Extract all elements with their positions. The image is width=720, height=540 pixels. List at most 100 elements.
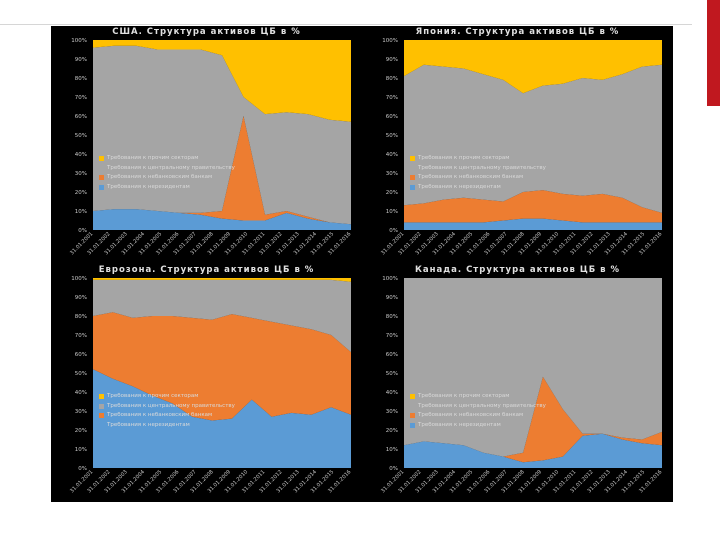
usa-legend-item: Требования к небанковским банкам [99,173,235,183]
usa-legend-item: Требования к центральному правительству [99,164,235,174]
eurozone-legend-swatch [99,413,104,419]
canada-legend-swatch [410,413,415,419]
japan-ytick: 60% [386,114,398,120]
usa-area-3 [93,40,351,122]
canada-ytick: 60% [386,352,398,358]
japan-legend-label: Требования к центральному правительству [418,164,546,171]
usa-ytick: 30% [75,171,87,177]
canada-legend-label: Требования к прочим секторам [418,393,510,399]
eurozone-ytick: 80% [75,314,87,320]
japan-ytick: 70% [386,95,398,101]
japan-ytick: 10% [386,209,398,215]
japan-legend-item: Требования к центральному правительству [410,164,546,174]
japan-ytick: 90% [386,57,398,63]
canada-legend-swatch [410,394,415,400]
charts-area: 0% 10% 20% 30% 40% 50% 60% 70% 80% 90% 100% 31.01.2… [51,26,673,502]
eurozone-legend-item: Требования к нерезидентам [99,421,235,431]
japan-legend-item: Требования к прочим секторам [410,154,546,164]
eurozone-legend-label: Требования к прочим секторам [107,393,199,399]
usa-legend-label: Требования к центральному правительству [107,164,235,171]
canada-ytick: 0% [389,466,398,472]
canada-legend-item: Требования к прочим секторам [410,392,546,402]
chart-eurozone: 0% 10% 20% 30% 40% 50% 60% 70% 80% 90% 100% 31.01.2… [51,264,362,502]
header-divider [0,24,692,25]
canada-legend-label: Требования к центральному правительству [418,402,546,409]
eurozone-legend-label: Требования к нерезидентам [107,421,190,428]
canada-legend-item: Требования к небанковским банкам [410,411,546,421]
japan-legend-swatch [410,175,415,181]
japan-title: Япония. Структура активов ЦБ в % [415,27,620,37]
canada-area-2 [404,278,662,457]
usa-legend-item: Требования к нерезидентам [99,183,235,193]
usa-area-0 [93,209,351,230]
eurozone-ytick: 60% [75,352,87,358]
eurozone-ytick: 10% [75,447,87,453]
canada-area-1 [404,376,662,463]
canada-legend-label: Требования к небанковским банкам [418,412,524,418]
canada-ytick: 20% [386,428,398,434]
japan-ytick: 50% [386,133,398,139]
usa-svg: 0%10%20%30%40%50%60%70%80%90%100%31.01.2… [69,38,352,256]
usa-legend-label: Требования к нерезидентам [107,183,190,190]
usa-title: США. Структура активов ЦБ в % [112,27,301,37]
usa-ytick: 70% [75,95,87,101]
canada-legend-swatch [410,422,415,428]
japan-ytick: 30% [386,171,398,177]
canada-legend-item: Требования к центральному правительству [410,402,546,412]
canada-ytick: 50% [386,371,398,377]
eurozone-ytick: 100% [71,276,87,282]
usa-legend-swatch [99,175,104,181]
usa-legend-swatch [99,165,104,171]
japan-legend-item: Требования к небанковским банкам [410,173,546,183]
japan-area-1 [404,190,662,223]
japan-legend-label: Требования к прочим секторам [418,155,510,161]
eurozone-legend-swatch [99,403,104,409]
eurozone-legend-item: Требования к небанковским банкам [99,411,235,421]
usa-legend-swatch [99,184,104,190]
canada-legend: Требования к прочим секторам Требования к… [410,392,546,430]
canada-ytick: 30% [386,409,398,415]
eurozone-ytick: 20% [75,428,87,434]
japan-area-2 [404,64,662,213]
japan-ytick: 0% [389,228,398,234]
eurozone-title: Еврозона. Структура активов ЦБ в % [98,265,315,275]
japan-legend-label: Требования к нерезидентам [418,183,501,190]
canada-legend-label: Требования к нерезидентам [418,421,501,428]
eurozone-area-3 [93,278,351,282]
usa-ytick: 20% [75,190,87,196]
chart-japan: 0% 10% 20% 30% 40% 50% 60% 70% 80% 90% 100% 31.01.2… [362,26,673,264]
japan-svg: 0%10%20%30%40%50%60%70%80%90%100%31.01.2… [380,38,663,256]
japan-legend-label: Требования к небанковским банкам [418,174,524,180]
japan-legend-swatch [410,156,415,162]
usa-legend-label: Требования к небанковским банкам [107,174,213,180]
eurozone-area-0 [93,369,351,468]
eurozone-legend-swatch [99,422,104,428]
japan-ytick: 80% [386,76,398,82]
eurozone-area-1 [93,312,351,421]
usa-legend-item: Требования к прочим секторам [99,154,235,164]
eurozone-ytick: 40% [75,390,87,396]
eurozone-ytick: 0% [78,466,87,472]
usa-ytick: 90% [75,57,87,63]
eurozone-ytick: 30% [75,409,87,415]
usa-ytick: 0% [78,228,87,234]
canada-legend-item: Требования к нерезидентам [410,421,546,431]
canada-svg: 0%10%20%30%40%50%60%70%80%90%100%31.01.2… [380,276,663,494]
eurozone-ytick: 50% [75,371,87,377]
eurozone-ytick: 90% [75,295,87,301]
eurozone-legend-item: Требования к прочим секторам [99,392,235,402]
usa-legend: Требования к прочим секторам Требования к… [99,154,235,192]
usa-ytick: 10% [75,209,87,215]
eurozone-legend-swatch [99,394,104,400]
japan-ytick: 20% [386,190,398,196]
eurozone-legend: Требования к прочим секторам Требования к… [99,392,235,430]
usa-ytick: 100% [71,38,87,44]
japan-legend-item: Требования к нерезидентам [410,183,546,193]
japan-area-0 [404,218,662,230]
canada-legend-swatch [410,403,415,409]
usa-area-2 [93,45,351,225]
usa-ytick: 60% [75,114,87,120]
accent-bar [707,0,720,106]
chart-usa: 0% 10% 20% 30% 40% 50% 60% 70% 80% 90% 100% 31.01.2… [51,26,362,264]
eurozone-area-2 [93,279,351,353]
